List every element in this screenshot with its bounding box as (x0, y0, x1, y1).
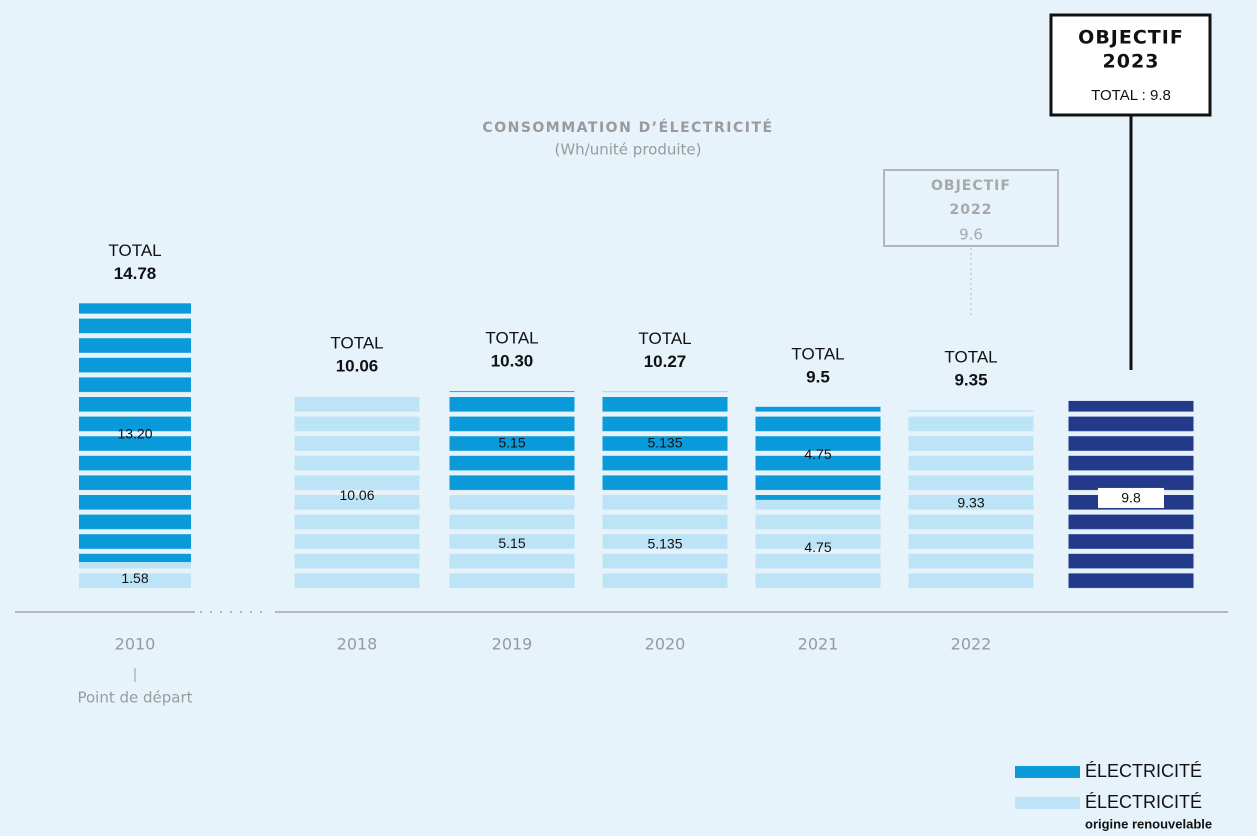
total-title: TOTAL (944, 348, 997, 367)
objective-year: 2022 (950, 202, 993, 218)
data-label: 5.135 (647, 435, 682, 451)
data-label: 4.75 (804, 446, 831, 462)
legend-label: ÉLECTRICITÉ (1085, 761, 1202, 781)
x-tick-label: 2020 (645, 635, 686, 654)
total-value: 10.30 (491, 352, 534, 371)
bar-segment (79, 303, 191, 563)
legend: ÉLECTRICITÉ ÉLECTRICITÉ origine renouvelab… (1015, 761, 1212, 831)
data-label: 9.33 (957, 494, 984, 510)
data-label: 5.15 (498, 434, 525, 450)
bar-segment (755, 406, 881, 500)
total-value: 10.27 (644, 352, 687, 371)
x-tick-label: 2010 (115, 635, 156, 654)
x-tick-label: 2018 (337, 635, 378, 654)
objective-title: OBJECTIF (1078, 27, 1184, 49)
objective-box (1049, 13, 1212, 117)
legend-description: origine renouvelable (1085, 816, 1212, 831)
data-label: 4.75 (804, 539, 831, 555)
chart-subtitle: (Wh/unité produite) (555, 141, 702, 159)
objective-year: 2023 (1103, 51, 1160, 73)
label-background (1098, 487, 1164, 508)
objective-value: 9.6 (959, 226, 983, 244)
start-note: Point de départ (77, 689, 192, 707)
total-value: 10.06 (336, 356, 379, 375)
data-label: 5.135 (647, 535, 682, 551)
legend-swatch (1015, 766, 1080, 778)
total-value: 9.5 (806, 367, 830, 386)
total-title: TOTAL (791, 344, 844, 363)
data-label: 5.15 (498, 535, 525, 551)
objective-box (883, 169, 1059, 247)
bar-segment (449, 492, 575, 593)
x-tick-label: 2019 (492, 635, 533, 654)
bar-segment (602, 492, 728, 593)
total-value: 14.78 (114, 264, 157, 283)
bar-segment (79, 562, 191, 593)
objective-value: TOTAL : 9.8 (1091, 87, 1171, 104)
x-tick-label: 2022 (951, 635, 992, 654)
bar-segment (449, 391, 575, 493)
total-title: TOTAL (485, 329, 538, 348)
bar-segment (908, 410, 1034, 593)
objective-title: OBJECTIF (931, 178, 1011, 194)
bar-segment (602, 391, 728, 493)
total-title: TOTAL (108, 241, 161, 260)
data-label: 13.20 (117, 425, 152, 441)
total-title: TOTAL (638, 329, 691, 348)
total-value: 9.35 (954, 371, 987, 390)
data-label: 1.58 (121, 570, 148, 586)
bar-segment (294, 395, 420, 593)
x-tick-label: 2021 (798, 635, 839, 654)
bar-segment (755, 499, 881, 593)
data-label: 9.8 (1121, 490, 1141, 506)
data-label: 10.06 (339, 487, 374, 503)
total-title: TOTAL (330, 333, 383, 352)
legend-label: ÉLECTRICITÉ (1085, 792, 1202, 812)
chart-title: CONSOMMATION D’ÉLECTRICITÉ (482, 119, 773, 136)
legend-swatch (1015, 797, 1080, 809)
